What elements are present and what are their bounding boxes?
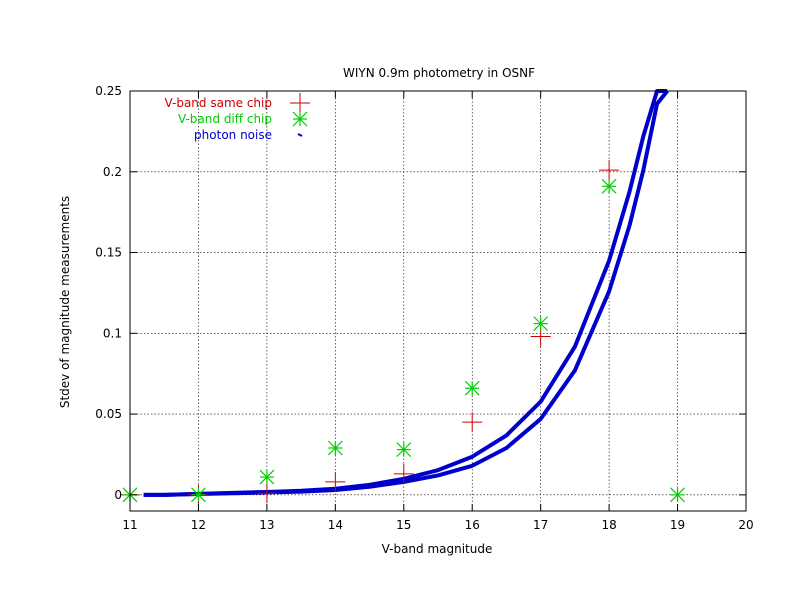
- x-tick-label: 14: [328, 518, 343, 532]
- marker-d2: [601, 178, 617, 194]
- same-chip-point: [393, 463, 414, 484]
- marker-d2: [292, 111, 308, 127]
- marker-series: [120, 160, 685, 505]
- legend-label: V-band diff chip: [178, 112, 272, 126]
- x-tick-label: 19: [670, 518, 685, 532]
- legend-label: photon noise: [194, 128, 272, 142]
- legend-marker-plus: [290, 93, 310, 113]
- marker-d2: [670, 487, 685, 503]
- same-chip-point: [325, 471, 346, 492]
- marker-d2: [464, 380, 480, 396]
- legend-label: V-band same chip: [165, 96, 273, 110]
- same-chip-point: [462, 412, 483, 433]
- y-tick-label: 0.05: [95, 407, 122, 421]
- photon-noise-lower-branch: [143, 89, 669, 497]
- axis-ticks: 11 12 13 14 15 16 17 18 19 20 0 0.05 0.1 0.15 0.2 0.25: [95, 84, 753, 532]
- x-axis-label: V-band magnitude: [382, 542, 493, 556]
- diff-chip-point: [533, 316, 549, 332]
- x-tick-label: 17: [533, 518, 548, 532]
- grid-lines: [130, 91, 746, 511]
- diff-chip-point: [191, 487, 206, 503]
- marker-d2: [191, 487, 206, 503]
- marker-d2: [259, 469, 275, 485]
- y-tick-label: 0.1: [103, 326, 122, 340]
- diff-chip-point: [327, 440, 343, 456]
- legend-marker-dot: [297, 133, 303, 137]
- x-tick-label: 12: [191, 518, 206, 532]
- x-tick-label: 16: [465, 518, 480, 532]
- diff-chip-point: [601, 178, 617, 194]
- legend: V-band same chip V-band diff chip photon n…: [165, 93, 310, 142]
- y-tick-label: 0.2: [103, 165, 122, 179]
- marker-d2: [327, 440, 343, 456]
- x-tick-label: 18: [601, 518, 616, 532]
- y-tick-label: 0.15: [95, 246, 122, 260]
- x-tick-label: 15: [396, 518, 411, 532]
- diff-chip-point: [396, 442, 412, 458]
- diff-chip-point: [464, 380, 480, 396]
- y-tick-label: 0: [114, 488, 122, 502]
- marker-d2: [396, 442, 412, 458]
- legend-marker-star: [292, 111, 308, 127]
- x-tick-label: 13: [259, 518, 274, 532]
- diff-chip-point: [670, 487, 685, 503]
- photon-noise-series: [143, 89, 669, 497]
- marker-d2: [533, 316, 549, 332]
- diff-chip-point: [259, 469, 275, 485]
- same-chip-point: [256, 483, 277, 504]
- y-tick-label: 0.25: [95, 84, 122, 98]
- x-tick-label: 11: [122, 518, 137, 532]
- chart-title: WIYN 0.9m photometry in OSNF: [343, 66, 535, 80]
- same-chip-point: [599, 160, 620, 181]
- x-tick-label: 20: [738, 518, 753, 532]
- photon-noise-upper-branch: [143, 89, 668, 497]
- plot-frame: [129, 90, 747, 512]
- y-axis-label: Stdev of magnitude measurements: [58, 196, 72, 408]
